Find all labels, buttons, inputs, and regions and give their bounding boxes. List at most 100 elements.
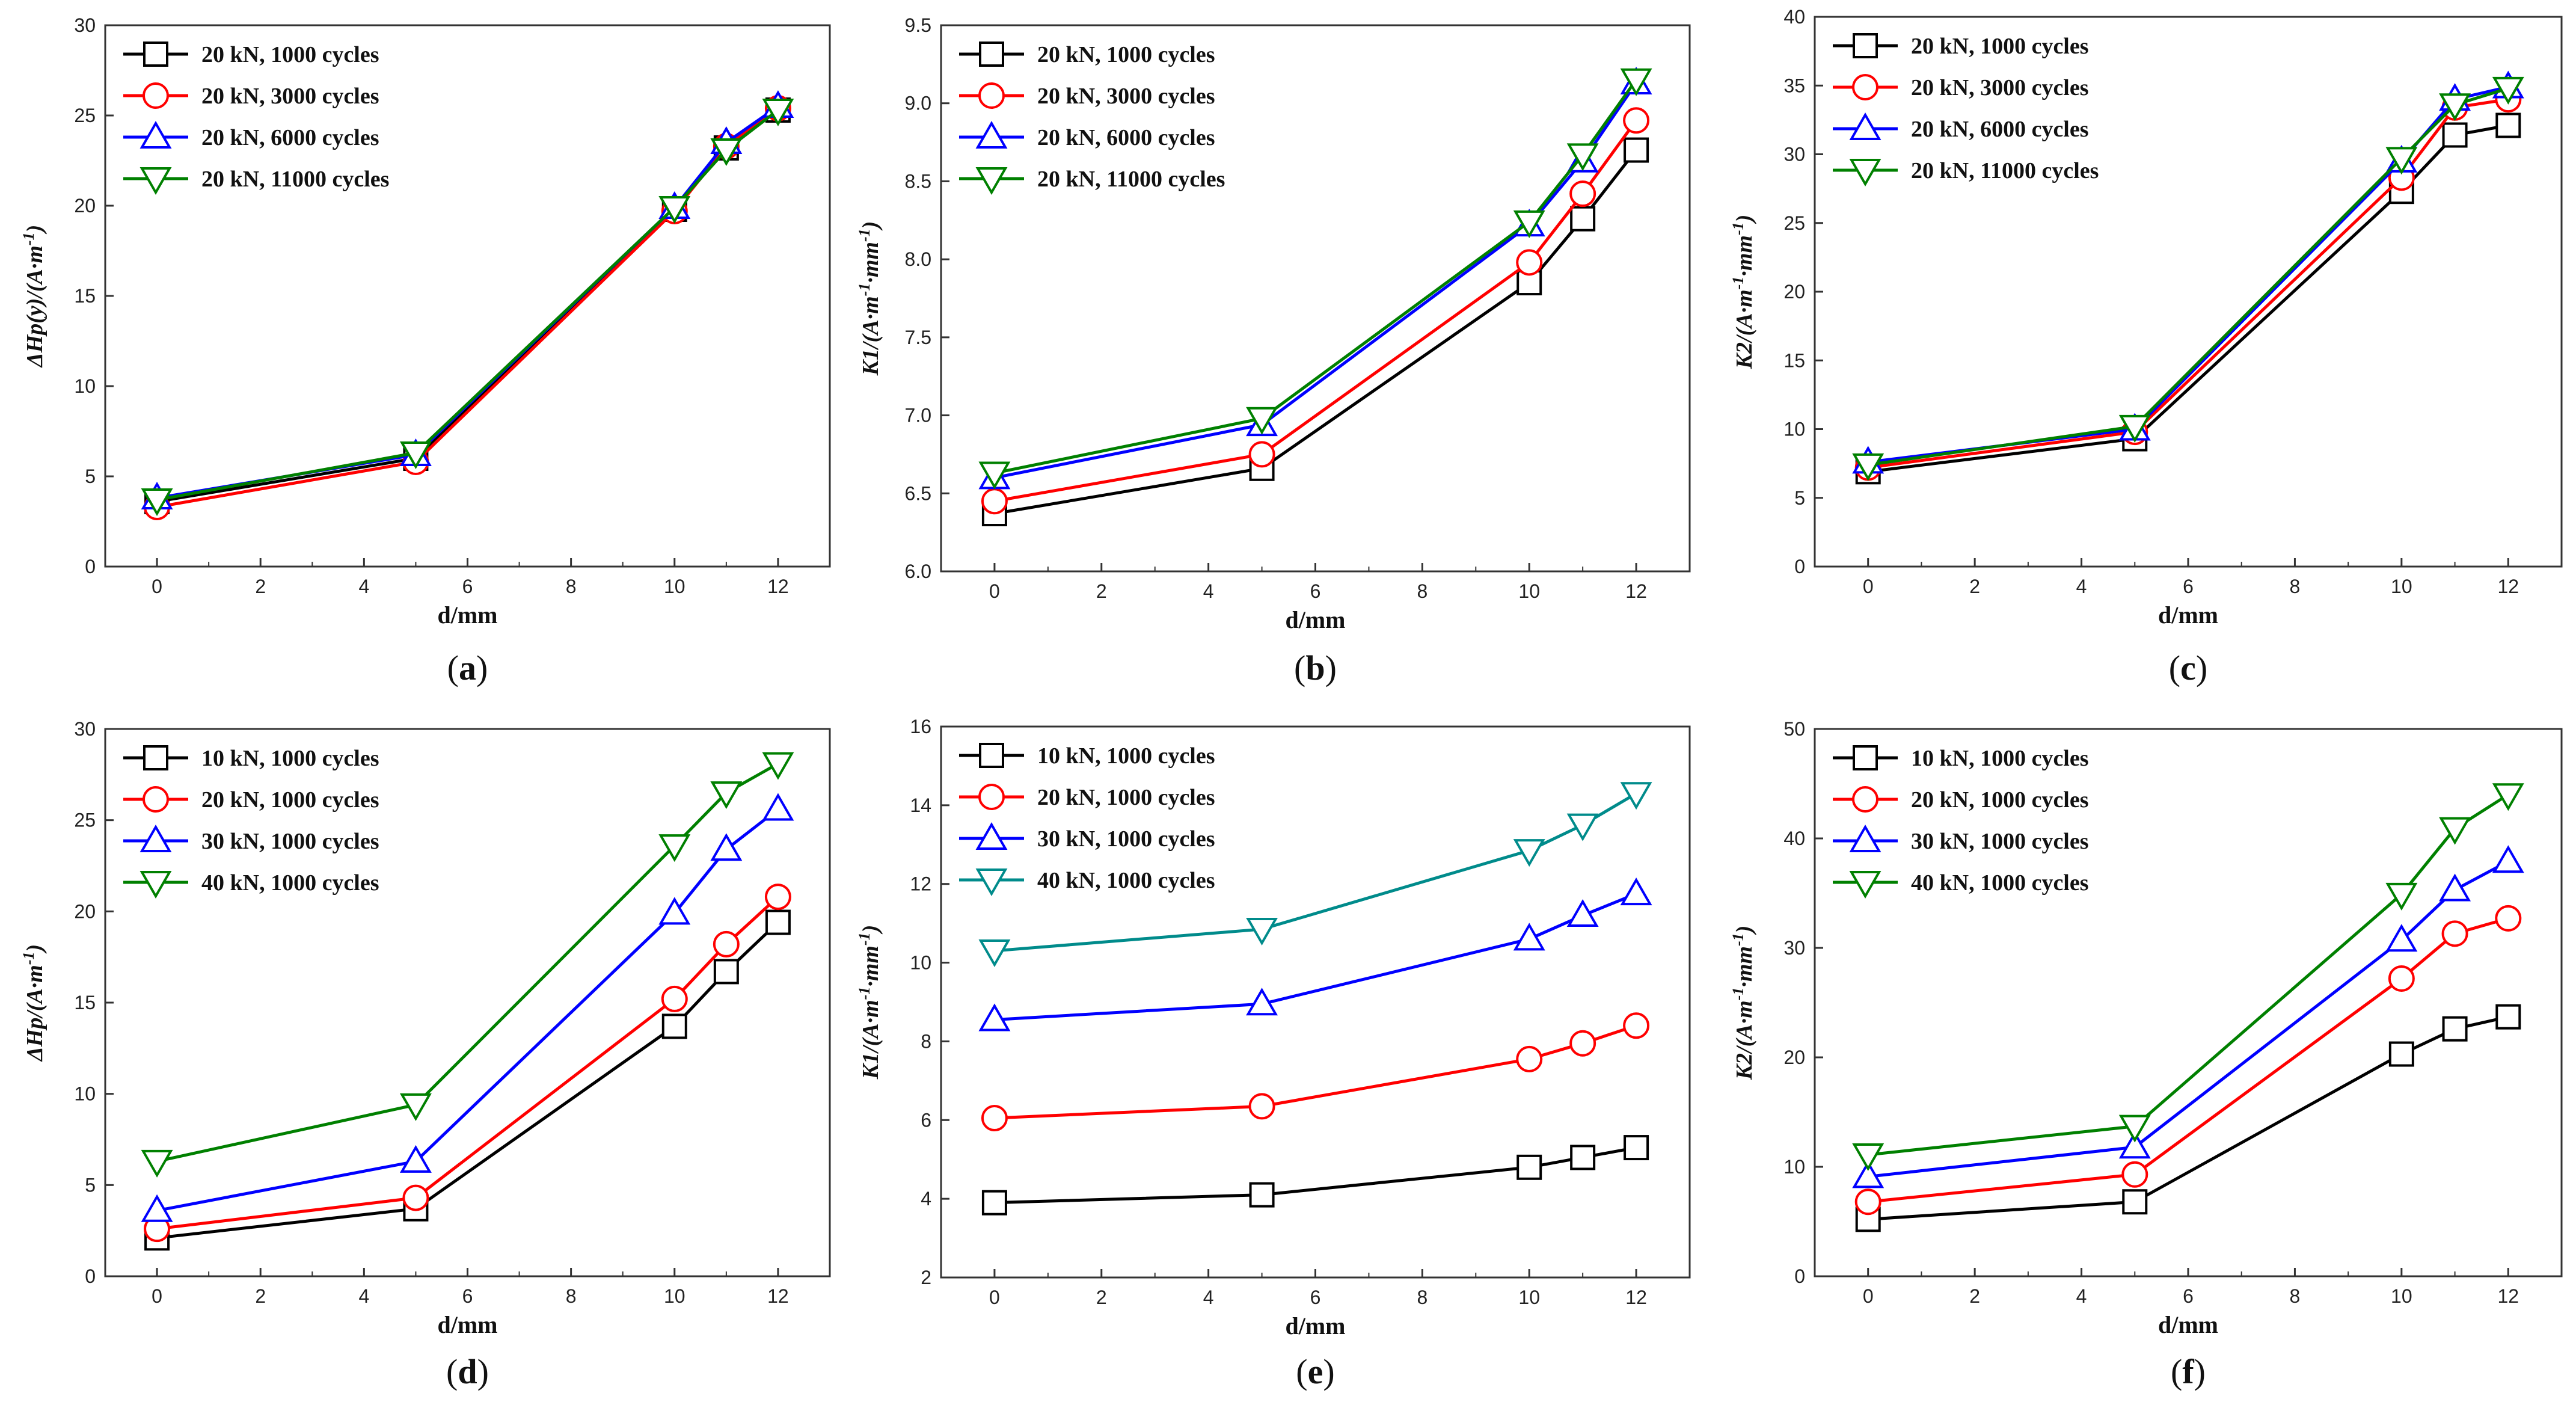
panel-caption: (e) xyxy=(1296,1352,1334,1391)
legend-label: 20 kN, 6000 cycles xyxy=(1911,117,2089,142)
legend-marker xyxy=(140,167,172,195)
legend-item: 20 kN, 1000 cycles xyxy=(123,786,379,813)
legend-label: 20 kN, 1000 cycles xyxy=(1911,34,2089,59)
series-line xyxy=(156,896,779,1231)
legend-label: 20 kN, 1000 cycles xyxy=(1037,42,1215,67)
data-point xyxy=(2492,76,2524,105)
data-point xyxy=(2492,845,2524,873)
data-point xyxy=(2495,905,2522,932)
legend-label: 20 kN, 11000 cycles xyxy=(201,167,389,192)
y-tick-label: 40 xyxy=(1783,828,1805,849)
legend-label: 40 kN, 1000 cycles xyxy=(1911,870,2089,896)
data-point xyxy=(2439,93,2471,121)
x-tick-label: 4 xyxy=(2076,576,2087,597)
y-tick-label: 10 xyxy=(74,375,96,397)
data-point xyxy=(1566,899,1599,927)
legend-marker xyxy=(143,42,168,67)
y-axis-label: K1/(A·m-1·mm-1) xyxy=(856,925,884,1080)
x-tick-label: 6 xyxy=(462,1285,473,1307)
x-tick-label: 2 xyxy=(255,576,266,597)
x-tick-label: 12 xyxy=(1625,1286,1647,1308)
x-tick-label: 10 xyxy=(664,576,685,597)
data-point xyxy=(1513,210,1545,238)
data-point xyxy=(399,1093,432,1121)
data-point xyxy=(1246,988,1278,1016)
legend-item: 10 kN, 1000 cycles xyxy=(959,743,1215,769)
y-tick-label: 30 xyxy=(74,718,96,740)
x-tick-label: 2 xyxy=(255,1285,266,1307)
x-tick-label: 10 xyxy=(1518,1286,1540,1308)
series-line xyxy=(994,1024,1637,1120)
data-point xyxy=(1516,1154,1542,1180)
x-tick-label: 12 xyxy=(2497,576,2519,597)
x-tick-label: 8 xyxy=(2290,1285,2301,1307)
data-point xyxy=(2121,1161,2148,1188)
data-point xyxy=(981,1105,1008,1132)
x-tick-label: 0 xyxy=(989,580,1000,602)
legend-label: 10 kN, 1000 cycles xyxy=(201,746,379,771)
x-tick-label: 10 xyxy=(664,1285,685,1307)
legend-label: 30 kN, 1000 cycles xyxy=(1911,829,2089,854)
series-2 xyxy=(1854,86,2522,481)
y-tick-label: 0 xyxy=(85,1265,96,1287)
legend-label: 40 kN, 1000 cycles xyxy=(201,870,379,896)
y-axis-label: K1/(A·m-1·mm-1) xyxy=(856,221,884,377)
y-tick-label: 2 xyxy=(921,1267,931,1288)
legend: 20 kN, 1000 cycles 20 kN, 3000 cycles 20 k… xyxy=(959,42,1225,195)
panel-b: 0 2 4 6 8 10 12 6.0 6.5 7.0 7.5 8.0 8.5 9.0 9.5 d/mm K1/… xyxy=(856,14,1691,687)
y-tick-label: 25 xyxy=(1783,212,1805,234)
y-tick-label: 7.0 xyxy=(905,405,931,426)
series-line xyxy=(1868,860,2509,1178)
data-point xyxy=(2439,817,2471,845)
panel-f: 0 2 4 6 8 10 12 0 10 20 30 40 50 d/mm K2/(A·m-1·mm-1) 1… xyxy=(1729,718,2563,1391)
data-point xyxy=(765,909,791,935)
data-point xyxy=(399,1145,432,1173)
panel-caption: (b) xyxy=(1294,648,1337,687)
y-tick-label: 30 xyxy=(1783,937,1805,959)
x-tick-label: 6 xyxy=(2183,576,2194,597)
legend-item: 20 kN, 3000 cycles xyxy=(959,82,1215,109)
legend-item: 30 kN, 1000 cycles xyxy=(1833,824,2089,854)
data-point xyxy=(762,793,794,821)
panel-caption: (d) xyxy=(446,1352,489,1391)
y-tick-label: 5 xyxy=(85,466,96,487)
data-point xyxy=(1513,839,1545,867)
data-point xyxy=(1623,107,1650,134)
series-line xyxy=(156,808,779,1213)
y-tick-label: 20 xyxy=(1783,1047,1805,1068)
data-point xyxy=(1569,180,1596,208)
data-point xyxy=(1620,68,1652,96)
legend-label: 20 kN, 1000 cycles xyxy=(201,787,379,813)
y-axis-label: ΔHp/(A·m-1) xyxy=(20,944,48,1062)
y-tick-label: 6.0 xyxy=(905,561,931,582)
data-point xyxy=(1566,143,1599,171)
data-point xyxy=(1516,1045,1543,1072)
data-point xyxy=(1852,453,1884,481)
data-point xyxy=(2495,1004,2521,1030)
series-1 xyxy=(144,97,791,514)
x-tick-label: 8 xyxy=(2290,576,2301,597)
legend-marker xyxy=(975,822,1008,850)
x-tick-label: 8 xyxy=(1417,580,1428,602)
legend-item: 20 kN, 6000 cycles xyxy=(123,120,379,150)
legend-label: 20 kN, 6000 cycles xyxy=(1037,125,1215,150)
x-tick-label: 10 xyxy=(2391,1285,2412,1307)
y-tick-label: 15 xyxy=(74,285,96,307)
data-point xyxy=(658,196,691,224)
y-tick-label: 9.5 xyxy=(905,14,931,36)
data-point xyxy=(402,1184,429,1211)
x-tick-label: 2 xyxy=(1969,576,1980,597)
data-point xyxy=(1570,1145,1596,1170)
legend-item: 20 kN, 1000 cycles xyxy=(123,42,379,67)
series-2 xyxy=(981,1012,1650,1132)
series-line xyxy=(156,105,779,500)
legend-marker xyxy=(140,120,172,149)
legend-label: 20 kN, 1000 cycles xyxy=(1911,787,2089,813)
series-4 xyxy=(1852,76,2524,481)
x-tick-label: 8 xyxy=(566,576,577,597)
y-tick-label: 25 xyxy=(74,105,96,126)
legend-label: 30 kN, 1000 cycles xyxy=(201,829,379,854)
legend-item: 30 kN, 1000 cycles xyxy=(959,822,1215,852)
legend: 20 kN, 1000 cycles 20 kN, 3000 cycles 20 k… xyxy=(123,42,389,195)
series-4 xyxy=(1852,783,2524,1171)
